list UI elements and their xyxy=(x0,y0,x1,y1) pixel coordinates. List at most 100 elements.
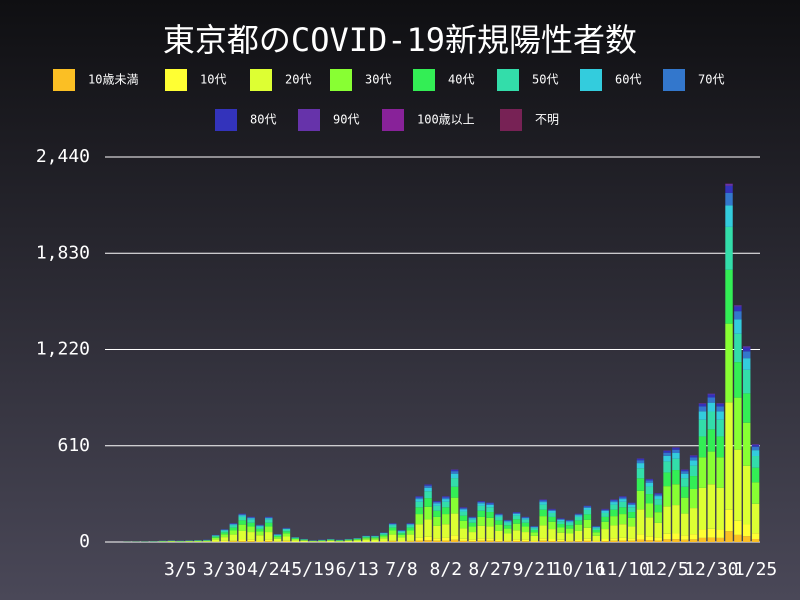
bar-segment xyxy=(397,530,406,532)
bar-segment xyxy=(388,540,397,542)
bar-segment xyxy=(512,523,521,531)
bar-segment xyxy=(238,541,246,542)
bar-segment xyxy=(574,520,583,525)
bar-segment xyxy=(450,471,459,474)
bar-segment xyxy=(477,538,485,541)
bar-segment xyxy=(743,536,751,542)
bar-segment xyxy=(256,531,264,536)
bar-segment xyxy=(751,446,760,451)
bar-segment xyxy=(574,516,583,521)
bar-segment xyxy=(238,516,246,521)
bar-segment xyxy=(645,480,654,483)
bar-segment xyxy=(406,525,415,528)
bar-segment xyxy=(654,499,662,505)
bar-segment xyxy=(698,487,707,530)
bar-segment xyxy=(504,520,512,522)
legend-label: 10代 xyxy=(200,73,226,87)
bar-segment xyxy=(415,499,423,502)
bar-segment xyxy=(424,540,432,542)
bar-segment xyxy=(282,529,291,532)
bar-segment xyxy=(450,473,459,479)
bar-segment xyxy=(592,527,600,529)
bar-segment xyxy=(495,515,503,517)
bar-segment xyxy=(627,540,636,542)
bar-segment xyxy=(495,520,503,525)
bar-segment xyxy=(663,455,671,462)
bar-segment xyxy=(238,515,246,517)
bar-segment xyxy=(539,538,547,541)
bar-segment xyxy=(256,528,264,532)
bar-segment xyxy=(521,532,530,540)
bar-segment xyxy=(601,509,609,510)
bar-segment xyxy=(583,509,592,515)
bar-segment xyxy=(203,541,211,542)
bar-segment xyxy=(468,541,477,542)
bar-segment xyxy=(459,528,468,539)
bar-segment xyxy=(256,535,264,541)
legend-swatch xyxy=(165,69,187,91)
bar-segment xyxy=(636,539,645,542)
bar-segment xyxy=(539,499,547,501)
bar-segment xyxy=(592,528,600,531)
bar-segment xyxy=(282,533,291,537)
bar-segment xyxy=(388,541,397,542)
bar-segment xyxy=(743,346,751,348)
bar-segment xyxy=(751,503,760,534)
bar-segment xyxy=(636,460,645,464)
bar-segment xyxy=(725,509,733,532)
x-tick-label: 9/21 xyxy=(513,559,556,580)
bar-segment xyxy=(442,514,450,525)
bar-segment xyxy=(459,509,468,512)
bar-segment xyxy=(689,534,698,540)
bar-segment xyxy=(512,512,521,513)
bar-segment xyxy=(265,522,273,527)
bar-segment xyxy=(672,453,680,459)
bar-segment xyxy=(344,540,353,541)
legend-label: 20代 xyxy=(285,73,311,87)
bar-segment xyxy=(486,502,494,504)
bar-segment xyxy=(672,484,680,506)
bar-segment xyxy=(326,540,335,542)
bar-segment xyxy=(468,519,477,523)
bar-segment xyxy=(424,484,432,486)
bar-segment xyxy=(415,514,423,525)
bar-segment xyxy=(468,526,477,533)
bar-segment xyxy=(619,497,627,500)
bar-segment xyxy=(627,503,636,505)
bar-segment xyxy=(220,530,229,533)
bar-segment xyxy=(707,484,716,529)
bar-segment xyxy=(397,534,406,538)
bar-segment xyxy=(627,507,636,513)
bar-segment xyxy=(477,540,485,542)
bar-segment xyxy=(574,515,583,517)
bar-segment xyxy=(689,508,698,535)
bar-segment xyxy=(486,503,494,505)
bar-segment xyxy=(265,539,273,542)
bar-segment xyxy=(681,497,689,514)
bar-segment xyxy=(583,540,592,542)
bar-segment xyxy=(256,526,264,529)
bar-segment xyxy=(450,486,459,498)
bar-segment xyxy=(654,493,662,495)
bar-segment xyxy=(592,532,600,536)
x-tick-label: 6/13 xyxy=(336,559,379,580)
bar-segment xyxy=(273,536,282,538)
bar-segment xyxy=(645,479,654,481)
bar-segment xyxy=(256,525,264,526)
bar-segment xyxy=(716,487,724,530)
y-tick-label: 1,220 xyxy=(36,339,90,360)
bar-segment xyxy=(681,513,689,536)
chart-title: 東京都のCOVID-19新規陽性者数 xyxy=(163,21,637,59)
bar-segment xyxy=(229,530,238,535)
bar-segment xyxy=(495,524,503,531)
bar-segment xyxy=(663,539,671,542)
bar-segment xyxy=(539,540,547,542)
bar-segment xyxy=(583,527,592,539)
bar-segment xyxy=(371,536,379,538)
bar-segment xyxy=(548,541,556,542)
bar-segment xyxy=(751,444,760,447)
bar-segment xyxy=(459,511,468,516)
bar-segment xyxy=(627,526,636,539)
